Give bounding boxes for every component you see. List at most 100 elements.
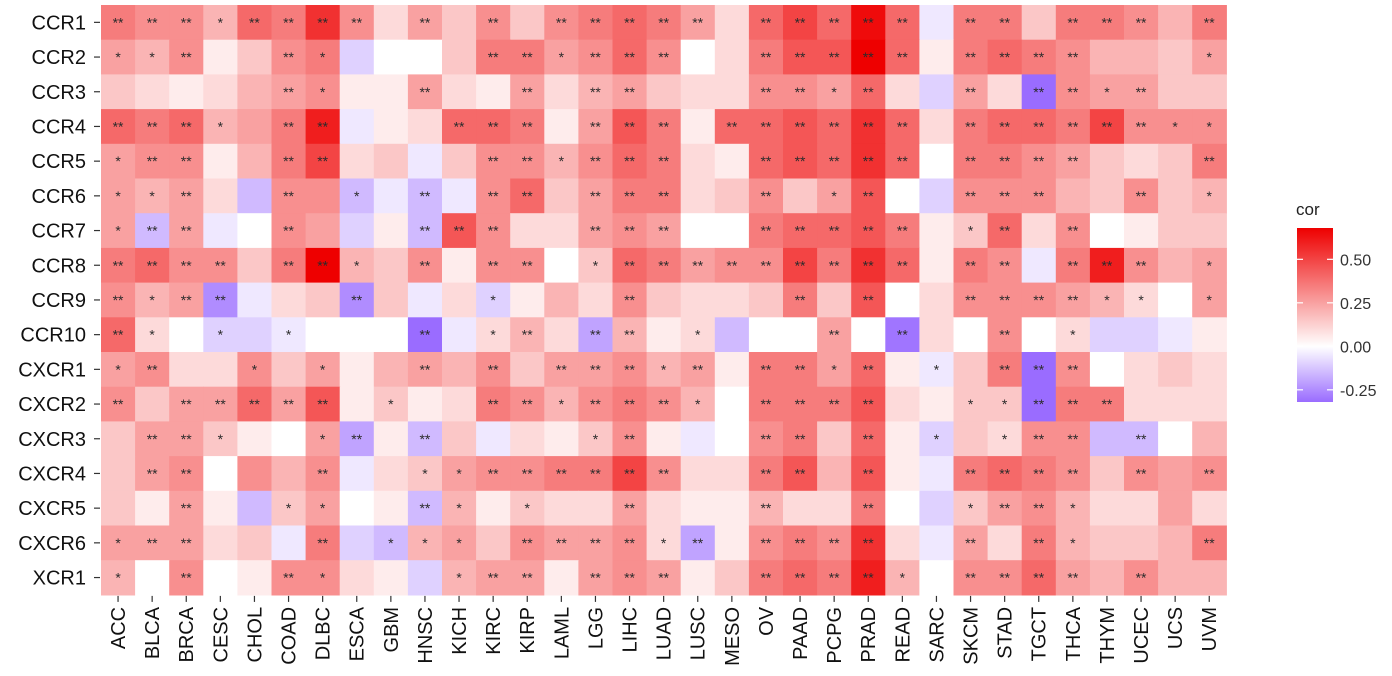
significance-label: * [354,257,360,273]
heatmap-cell-CCR8-STAD [987,247,1023,284]
heatmap-cell-CCR10-UCEC [1124,317,1159,353]
heatmap-cell-CCR10-LGG [578,317,614,353]
significance-label: ** [147,257,158,273]
legend-tick-label: 0.25 [1340,296,1371,313]
heatmap-cell-CCR6-PRAD [851,178,886,214]
heatmap-cell-CCR5-PRAD [851,143,886,180]
heatmap-cell-CCR10-SARC [919,317,955,353]
heatmap-cell-CCR8-OV [748,247,784,284]
heatmap-cell-CCR9-OV [748,282,784,318]
heatmap-cell-CCR10-ESCA [339,317,375,353]
significance-label: ** [283,14,294,30]
heatmap-cell-CCR8-THYM [1089,247,1125,284]
heatmap-cell-CCR7-BRCA [169,213,204,249]
significance-label: ** [999,500,1010,516]
significance-label: ** [249,14,260,30]
significance-label: ** [829,396,840,412]
heatmap-cell-CXCR1-KIRP [510,352,545,388]
heatmap-cell-CXCR3-LAML [544,421,579,457]
significance-label: ** [1033,465,1044,481]
significance-label: ** [760,84,771,100]
heatmap-cell-CXCR2-LAML [544,386,579,422]
significance-label: ** [488,396,499,412]
heatmap-cell-XCR1-CESC [203,560,238,596]
significance-label: ** [965,535,976,551]
heatmap-cell-CXCR4-UVM [1192,456,1227,492]
heatmap-cell-CXCR3-KIRC [476,421,511,457]
significance-label: ** [215,396,226,412]
heatmap-cell-CCR8-LUSC [680,247,716,284]
heatmap-cell-CCR10-OV [748,317,784,353]
heatmap-cell-CCR5-UCEC [1124,143,1159,180]
heatmap-cell-CXCR6-HNSC [407,525,443,561]
heatmap-cell-CXCR3-HNSC [407,421,443,457]
heatmap-cell-CCR8-THCA [1055,247,1091,284]
heatmap-cell-CXCR6-KIRC [476,525,511,561]
heatmap-cell-CXCR2-LUSC [680,386,716,422]
heatmap-cell-CXCR6-KIRP [510,525,545,561]
significance-label: ** [760,500,771,516]
heatmap-cell-CXCR3-PAAD [783,421,818,457]
heatmap-cell-CCR6-UCEC [1124,178,1159,214]
heatmap-cell-CXCR6-COAD [271,525,307,561]
significance-label: ** [658,118,669,134]
heatmap-cell-CCR6-HNSC [407,178,443,214]
heatmap-cell-CXCR2-HNSC [407,386,443,422]
heatmap-cell-CXCR2-MESO [714,386,750,422]
heatmap-cell-CCR7-COAD [271,213,307,249]
heatmap-cell-CXCR2-UVM [1192,386,1227,422]
heatmap-cell-CXCR5-READ [885,490,920,527]
heatmap-cell-CXCR3-BLCA [135,421,170,457]
heatmap-cell-CXCR4-PRAD [851,456,886,492]
heatmap-cell-CCR3-KICH [442,74,477,110]
x-tick-label: READ [892,607,914,663]
color-legend: cor 0.50 0.25 0.00 -0.25 [1296,200,1377,402]
significance-label: ** [897,118,908,134]
significance-label: * [320,49,326,65]
heatmap-cell-CXCR2-KICH [442,386,477,422]
heatmap-cell-CCR3-STAD [987,74,1023,110]
heatmap-cell-CXCR3-LUSC [680,421,716,457]
heatmap-cell-CXCR6-LAML [544,525,579,561]
heatmap-cell-CCR4-PAAD [783,109,818,145]
significance-label: * [559,49,565,65]
significance-label: ** [760,49,771,65]
heatmap-cell-CCR6-LGG [578,178,614,214]
significance-label: ** [692,257,703,273]
heatmap-cell-CXCR2-BLCA [135,386,170,422]
heatmap-cell-CCR5-ACC [101,143,136,180]
heatmap-cell-CXCR4-LGG [578,456,614,492]
significance-label: ** [965,84,976,100]
heatmap-cell-CXCR2-ESCA [339,386,375,422]
significance-label: * [593,257,599,273]
heatmap-cell-CCR4-UCEC [1124,109,1159,145]
heatmap-cell-XCR1-LAML [544,560,579,596]
significance-label: ** [624,49,635,65]
significance-label: ** [590,535,601,551]
significance-label: ** [760,257,771,273]
x-tick-label: HNSC [415,607,437,664]
heatmap-cell-XCR1-BRCA [169,560,204,596]
significance-label: ** [283,118,294,134]
significance-label: ** [113,292,124,308]
heatmap-cell-CCR9-PAAD [783,282,818,318]
significance-label: ** [1204,465,1215,481]
significance-label: ** [1033,292,1044,308]
significance-label: ** [863,49,874,65]
heatmap-cell-CCR3-OV [748,74,784,110]
heatmap-cell-CCR6-KIRP [510,178,545,214]
heatmap-cell-CXCR3-GBM [373,421,409,457]
heatmap-cell-CCR1-KIRC [476,5,511,41]
significance-label: ** [590,327,601,343]
significance-label: ** [760,396,771,412]
significance-label: ** [488,361,499,377]
heatmap-cell-CCR6-UVM [1192,178,1227,214]
heatmap-cell-CCR3-UCS [1158,74,1193,110]
significance-label: ** [965,188,976,204]
significance-label: ** [658,465,669,481]
significance-label: ** [658,570,669,586]
significance-label: ** [624,361,635,377]
heatmap-cell-CXCR2-DLBC [305,386,341,422]
heatmap-cell-CCR9-UVM [1192,282,1227,318]
heatmap-cell-CCR2-ESCA [339,39,375,75]
